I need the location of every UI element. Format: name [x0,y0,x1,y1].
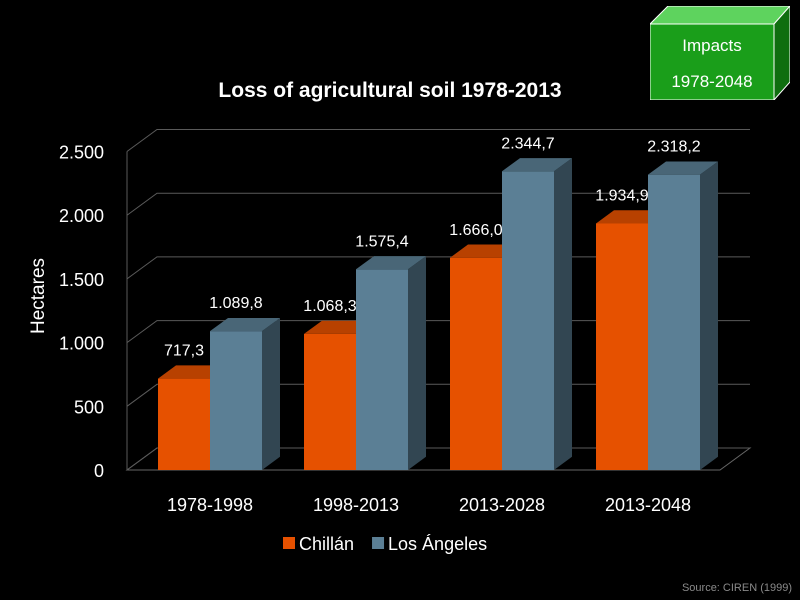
bar-top [210,317,280,332]
data-label: 717,3 [164,343,204,360]
impacts-period: 1978-2048 [671,72,753,91]
gridline [126,129,750,152]
bar-front [450,257,502,470]
y-tick-labels: 0 500 1.000 1.500 2.000 2.500 [59,143,104,482]
data-label: 1.666,0 [449,222,502,239]
y-axis-title: Hectares [28,258,49,334]
bar-front [210,331,262,470]
bar-front [502,171,554,470]
bar [210,317,280,470]
legend-swatch [372,537,385,549]
x-tick-label: 2013-2048 [605,495,691,515]
bar-side [408,256,426,470]
data-label: 1.575,4 [355,233,408,250]
source-note: Source: CIREN (1999) [681,582,792,594]
data-label: 2.344,7 [501,135,554,152]
legend-item: Chillán [283,534,354,554]
bar-front [596,223,648,470]
legend-swatch [283,537,295,549]
bar [356,256,426,470]
bar-side [554,158,572,471]
x-tick-labels: 1978-1998 1998-2013 2013-2028 2013-2048 [167,495,691,515]
bar [648,161,718,471]
bar [502,158,572,471]
y-tick-label: 2.000 [59,206,104,226]
bars [158,158,718,471]
data-label: 2.318,2 [647,139,700,156]
legend-item: Los Ángeles [372,534,487,554]
bar-front [648,174,700,470]
y-tick-label: 2.500 [59,143,104,163]
gridlines [125,129,752,471]
legend: Chillán Los Ángeles [283,534,487,554]
y-tick-label: 500 [74,397,104,417]
x-tick-label: 1978-1998 [167,495,253,515]
y-tick-label: 1.000 [59,334,104,354]
bar-top [356,256,426,270]
legend-label: Chillán [299,534,354,554]
legend-label: Los Ángeles [388,534,487,554]
bar-front [356,269,408,470]
data-labels: 717,3 1.089,8 1.068,3 1.575,4 1.666,0 2.344,7… [164,135,701,359]
bar-side [262,317,280,470]
bar-top [502,158,572,172]
x-tick-label: 2013-2028 [459,495,545,515]
y-tick-label: 0 [94,461,104,481]
data-label: 1.068,3 [303,298,356,315]
data-label: 1.089,8 [209,295,262,312]
chart-title: Loss of agricultural soil 1978-2013 [218,79,561,102]
impacts-box-shape [650,6,790,100]
bar-top [648,161,718,175]
x-tick-label: 1998-2013 [313,495,399,515]
bar-side [700,161,718,471]
impacts-box: Impacts 1978-2048 [650,6,790,100]
data-label: 1.934,9 [595,187,648,204]
y-tick-label: 1.500 [59,270,104,290]
bar-front [158,378,210,470]
impacts-title: Impacts [682,36,742,55]
bar-front [304,333,356,470]
